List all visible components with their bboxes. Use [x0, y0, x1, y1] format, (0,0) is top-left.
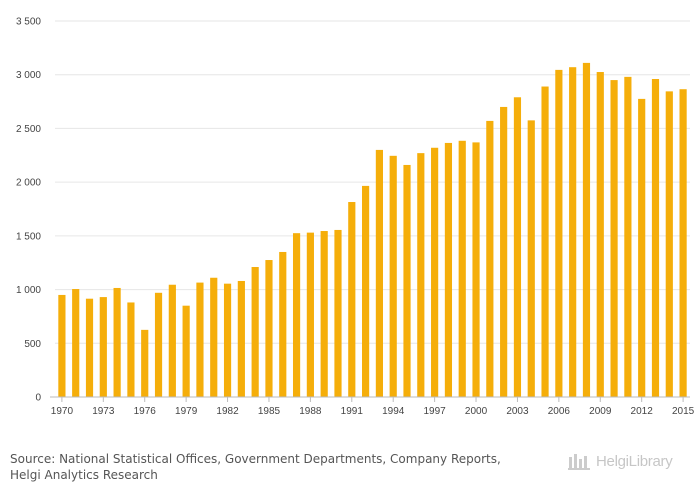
bar: [555, 69, 563, 397]
bar: [210, 277, 218, 397]
x-tick-label: 1994: [382, 406, 405, 417]
bar: [486, 120, 494, 397]
bar: [292, 233, 301, 397]
x-tick-label: 1979: [175, 406, 198, 417]
x-tick-label: 1988: [299, 406, 322, 417]
bar: [638, 98, 646, 397]
helgi-library-logo: HelgiLibrary: [568, 450, 673, 472]
x-tick-label: 2009: [589, 406, 612, 417]
bar: [223, 283, 232, 397]
bar: [251, 267, 259, 397]
x-tick-label: 1997: [423, 406, 446, 417]
bar: [99, 297, 107, 397]
x-axis-labels: 1970 1973 1976 1979 1982 1985 1988 1991 1994 1997…: [51, 406, 695, 417]
bar: [306, 232, 314, 397]
bar: [569, 67, 577, 398]
bar: [58, 294, 66, 397]
bar: [279, 251, 287, 397]
y-tick-label: 1 000: [16, 285, 41, 296]
source-line-1: Source: National Statistical Offices, Go…: [10, 452, 501, 466]
bar: [513, 97, 522, 397]
x-tick-label: 1976: [134, 406, 157, 417]
bar: [527, 120, 535, 397]
x-tick-label: 1985: [258, 406, 281, 417]
bar: [458, 140, 466, 398]
y-tick-label: 3 000: [16, 70, 41, 81]
source-note: Source: National Statistical Offices, Go…: [10, 451, 550, 483]
y-tick-label: 2 000: [16, 178, 41, 189]
bar-series: [58, 62, 687, 398]
bar: [182, 305, 190, 397]
bar: [237, 280, 245, 397]
x-tick-label: 2003: [506, 406, 529, 417]
bar: [320, 231, 328, 397]
bar: [85, 298, 94, 397]
bar: [265, 260, 273, 397]
bar: [196, 282, 204, 397]
bar: [417, 153, 425, 397]
bar: [348, 202, 356, 397]
x-tick-label: 2006: [548, 406, 571, 417]
bar: [389, 155, 397, 397]
y-tick-label: 0: [35, 393, 41, 404]
y-axis-labels: 0 500 1 000 1 500 2 000 2 500 3 000 3 500: [16, 17, 41, 404]
bar: [444, 142, 453, 397]
y-tick-label: 1 500: [16, 231, 41, 242]
bar: [651, 79, 660, 398]
x-tick-label: 1970: [51, 406, 74, 417]
x-tick-label: 2000: [465, 406, 488, 417]
x-tick-label: 2012: [631, 406, 654, 417]
bar: [472, 142, 480, 397]
bar: [624, 76, 632, 397]
bar: [72, 289, 80, 397]
bar: [431, 147, 439, 397]
bar: [500, 106, 508, 397]
bar: [334, 229, 342, 397]
x-tick-label: 1973: [92, 406, 115, 417]
bar: [375, 149, 383, 397]
bar: [168, 284, 176, 397]
bar: [141, 329, 149, 397]
y-tick-label: 500: [24, 339, 41, 350]
bar: [127, 302, 135, 397]
brand-name: HelgiLibrary: [596, 452, 673, 470]
bar: [582, 62, 591, 397]
bar: [403, 164, 411, 397]
bar: [113, 287, 121, 397]
y-tick-label: 3 500: [16, 17, 41, 28]
bar: [596, 72, 604, 398]
x-tick-label: 1982: [216, 406, 239, 417]
bar: [541, 86, 549, 397]
y-tick-label: 2 500: [16, 124, 41, 135]
bar: [679, 89, 687, 398]
source-line-2: Helgi Analytics Research: [10, 468, 158, 482]
helgi-library-icon: [568, 454, 590, 470]
x-tick-label: 2015: [672, 406, 695, 417]
bar: [665, 91, 673, 397]
bar: [610, 80, 618, 397]
x-axis-ticks: [61, 397, 684, 402]
bar: [154, 292, 163, 397]
grid-lines: [55, 20, 690, 344]
bar: [362, 185, 370, 397]
x-tick-label: 1991: [341, 406, 364, 417]
